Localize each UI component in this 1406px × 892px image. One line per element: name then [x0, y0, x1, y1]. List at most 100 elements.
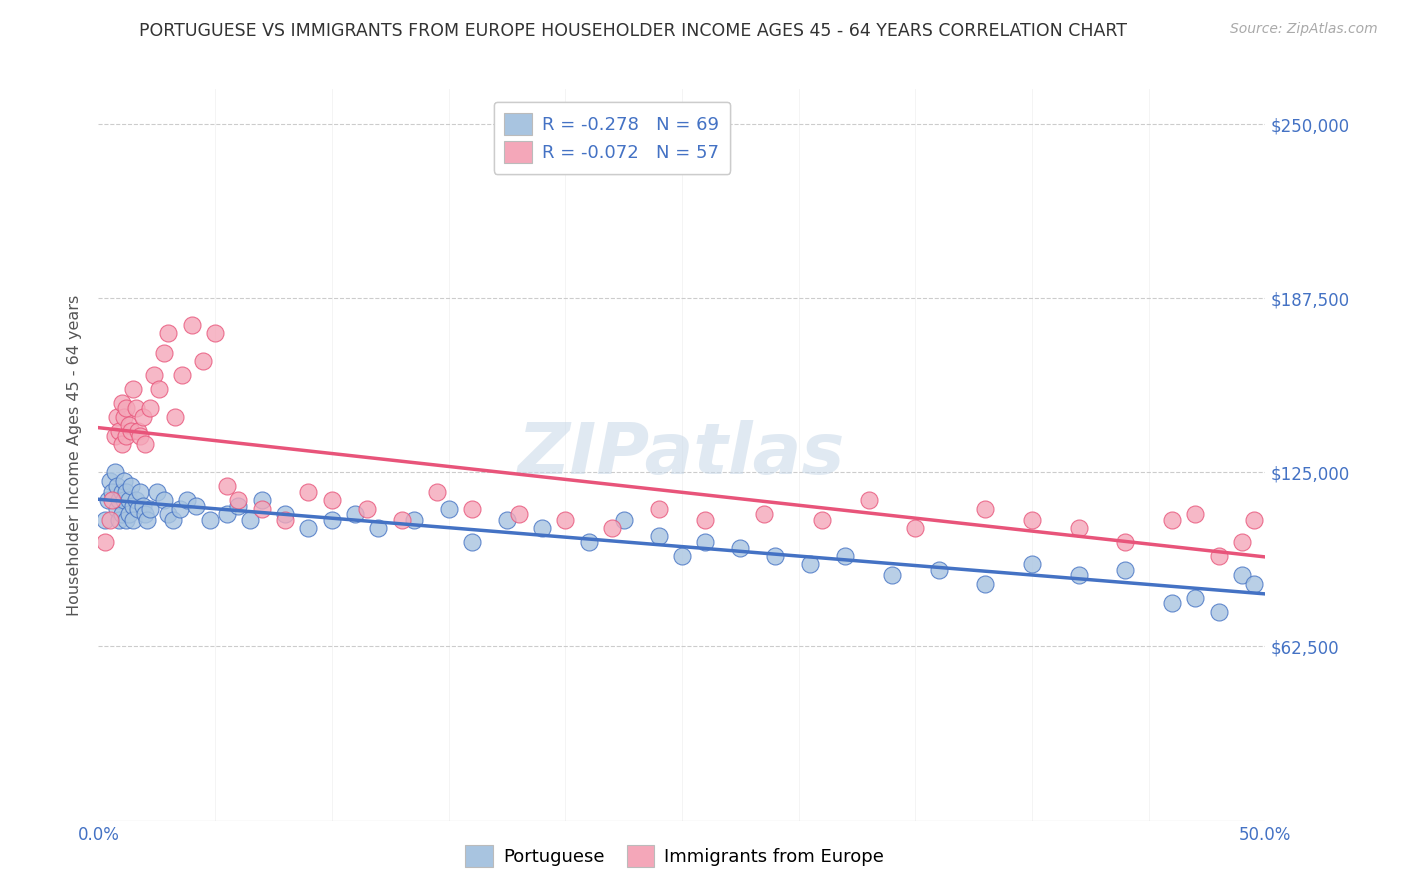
Point	[508, 507, 530, 521]
Point	[904, 521, 927, 535]
Point	[974, 576, 997, 591]
Point	[200, 513, 222, 527]
Point	[671, 549, 693, 563]
Point	[321, 513, 343, 527]
Point	[139, 501, 162, 516]
Point	[695, 513, 717, 527]
Point	[437, 501, 460, 516]
Point	[215, 507, 238, 521]
Point	[132, 409, 155, 424]
Point	[250, 493, 273, 508]
Point	[118, 493, 141, 508]
Point	[1243, 576, 1265, 591]
Point	[974, 501, 997, 516]
Point	[134, 437, 156, 451]
Point	[108, 424, 131, 438]
Point	[169, 501, 191, 516]
Point	[127, 501, 149, 516]
Point	[239, 513, 262, 527]
Text: Source: ZipAtlas.com: Source: ZipAtlas.com	[1230, 22, 1378, 37]
Point	[1208, 549, 1230, 563]
Point	[858, 493, 880, 508]
Point	[928, 563, 950, 577]
Point	[297, 484, 319, 499]
Point	[1114, 563, 1136, 577]
Point	[391, 513, 413, 527]
Point	[132, 499, 155, 513]
Point	[165, 409, 187, 424]
Point	[180, 318, 202, 332]
Point	[811, 513, 834, 527]
Point	[120, 479, 142, 493]
Point	[143, 368, 166, 382]
Point	[125, 401, 148, 416]
Point	[94, 535, 117, 549]
Point	[115, 484, 138, 499]
Point	[94, 513, 117, 527]
Point	[1184, 507, 1206, 521]
Point	[461, 535, 484, 549]
Y-axis label: Householder Income Ages 45 - 64 years: Householder Income Ages 45 - 64 years	[67, 294, 83, 615]
Point	[763, 549, 786, 563]
Point	[97, 493, 120, 508]
Point	[172, 368, 194, 382]
Point	[111, 507, 134, 521]
Point	[356, 501, 378, 516]
Point	[118, 507, 141, 521]
Point	[1067, 568, 1090, 582]
Legend: R = -0.278   N = 69, R = -0.072   N = 57: R = -0.278 N = 69, R = -0.072 N = 57	[494, 102, 730, 174]
Point	[600, 521, 623, 535]
Point	[127, 424, 149, 438]
Point	[530, 521, 553, 535]
Point	[152, 345, 174, 359]
Point	[111, 395, 134, 409]
Point	[115, 513, 138, 527]
Point	[122, 499, 145, 513]
Point	[118, 417, 141, 432]
Point	[134, 507, 156, 521]
Point	[1208, 605, 1230, 619]
Point	[695, 535, 717, 549]
Point	[176, 493, 198, 508]
Point	[139, 401, 162, 416]
Point	[112, 409, 135, 424]
Point	[647, 501, 669, 516]
Point	[104, 466, 127, 480]
Point	[98, 513, 121, 527]
Point	[111, 437, 134, 451]
Point	[250, 501, 273, 516]
Point	[136, 513, 159, 527]
Point	[104, 429, 127, 443]
Point	[105, 479, 128, 493]
Point	[157, 507, 180, 521]
Point	[152, 493, 174, 508]
Point	[1161, 513, 1184, 527]
Point	[554, 513, 576, 527]
Text: ZIPatlas: ZIPatlas	[519, 420, 845, 490]
Point	[148, 382, 170, 396]
Point	[101, 493, 124, 508]
Point	[495, 513, 517, 527]
Point	[186, 499, 208, 513]
Legend: Portuguese, Immigrants from Europe: Portuguese, Immigrants from Europe	[458, 838, 891, 874]
Point	[402, 513, 425, 527]
Point	[105, 501, 128, 516]
Point	[112, 493, 135, 508]
Point	[120, 424, 142, 438]
Point	[730, 541, 752, 555]
Point	[108, 493, 131, 508]
Text: PORTUGUESE VS IMMIGRANTS FROM EUROPE HOUSEHOLDER INCOME AGES 45 - 64 YEARS CORRE: PORTUGUESE VS IMMIGRANTS FROM EUROPE HOU…	[139, 22, 1126, 40]
Point	[1230, 535, 1253, 549]
Point	[228, 493, 250, 508]
Point	[1067, 521, 1090, 535]
Point	[129, 429, 152, 443]
Point	[367, 521, 389, 535]
Point	[204, 326, 226, 340]
Point	[122, 513, 145, 527]
Point	[111, 484, 134, 499]
Point	[101, 484, 124, 499]
Point	[799, 558, 821, 572]
Point	[1021, 513, 1043, 527]
Point	[228, 499, 250, 513]
Point	[578, 535, 600, 549]
